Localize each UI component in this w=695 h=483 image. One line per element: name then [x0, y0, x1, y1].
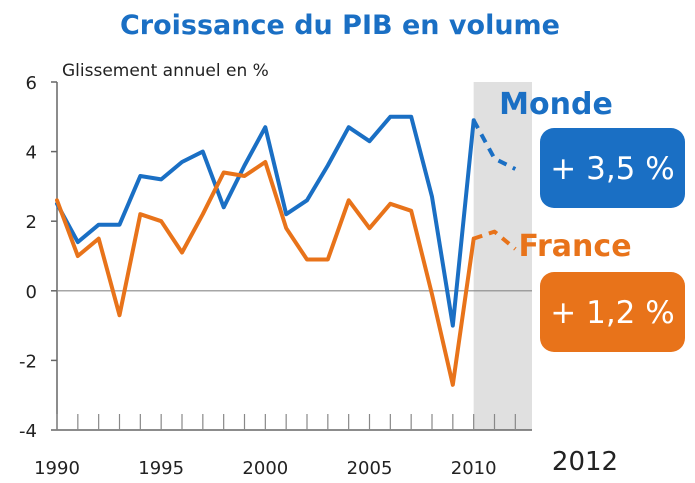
- forecast-line-france: [473, 229, 517, 251]
- y-tick-label: 0: [26, 282, 37, 303]
- x-tick-label: 2005: [347, 458, 393, 479]
- x-tick-label-2012: 2012: [552, 447, 618, 477]
- chart-subtitle: Glissement annuel en %: [62, 61, 269, 81]
- y-tick-label: -4: [19, 421, 37, 442]
- series-lines: [55, 114, 517, 387]
- y-tick-label: 4: [26, 143, 37, 164]
- x-tick-label: 1995: [138, 458, 184, 479]
- series-label-france: France: [518, 229, 631, 264]
- series-line-monde: [55, 114, 476, 328]
- x-tick-label: 2010: [451, 458, 497, 479]
- badge-text-monde: + 3,5 %: [550, 151, 674, 187]
- x-tick-label: 2000: [242, 458, 288, 479]
- axes: 6 4 2 0 -2 -4 1990 1995 2000 2005 2010 2012: [19, 73, 618, 479]
- series-labels: Monde + 3,5 % France + 1,2 %: [499, 87, 685, 352]
- x-tick-label: 1990: [34, 458, 80, 479]
- badge-monde: [540, 128, 685, 208]
- series-label-monde: Monde: [499, 87, 613, 122]
- y-tick-label: 2: [26, 212, 37, 233]
- badge-france: [540, 272, 685, 352]
- badge-text-france: + 1,2 %: [550, 295, 674, 331]
- chart-title: Croissance du PIB en volume: [120, 10, 560, 41]
- y-tick-label: 6: [26, 73, 37, 94]
- series-line-france: [55, 160, 476, 387]
- y-tick-label: -2: [19, 351, 37, 372]
